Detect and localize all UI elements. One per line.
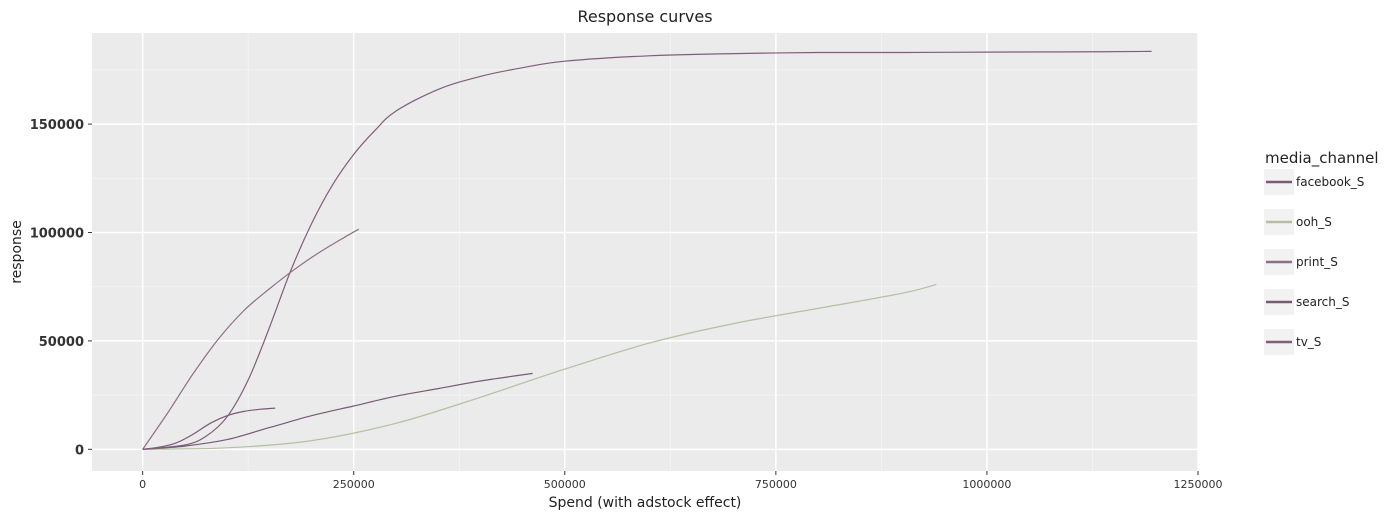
chart-title: Response curves — [577, 7, 712, 26]
legend: media_channel facebook_S ooh_S print_Ssear… — [1264, 149, 1379, 355]
x-tick-label: 250000 — [333, 478, 375, 491]
series-line-facebook-s — [142, 407, 276, 450]
y-axis-title: response — [9, 220, 25, 284]
x-axis-title: Spend (with adstock effect) — [549, 495, 742, 511]
legend-title: media_channel — [1265, 149, 1379, 168]
y-tick-label: 100000 — [30, 226, 84, 241]
series-line-print-s — [142, 228, 360, 450]
series-lines — [142, 50, 1152, 450]
plot-panel — [92, 33, 1198, 471]
legend-label-tv-s: tv_S — [1296, 335, 1321, 349]
x-tick-label: 1000000 — [962, 478, 1011, 491]
y-tick-label: 150000 — [30, 118, 84, 133]
legend-label-print-s: print_S — [1296, 255, 1338, 269]
y-tick-label: 50000 — [39, 335, 84, 350]
legend-label-ooh-s: ooh_S — [1296, 215, 1332, 229]
x-tick-label: 500000 — [544, 478, 586, 491]
y-tick-label: 0 — [75, 443, 84, 458]
legend-label-search-s: search_S — [1296, 295, 1349, 309]
grid-lines — [92, 33, 1199, 471]
x-tick-label: 0 — [139, 478, 146, 491]
series-line-tv-s — [142, 50, 1152, 450]
x-tick-label: 750000 — [755, 478, 797, 491]
series-line-search-s — [142, 372, 533, 450]
y-axis: 0 50000 100000 150000 — [30, 118, 92, 458]
x-axis: 0 250000 500000 750000 1000000 1250000 — [139, 471, 1223, 491]
x-tick-label: 1250000 — [1174, 478, 1223, 491]
legend-label-facebook-s: facebook_S — [1296, 175, 1364, 189]
series-line-ooh-s — [142, 283, 937, 450]
